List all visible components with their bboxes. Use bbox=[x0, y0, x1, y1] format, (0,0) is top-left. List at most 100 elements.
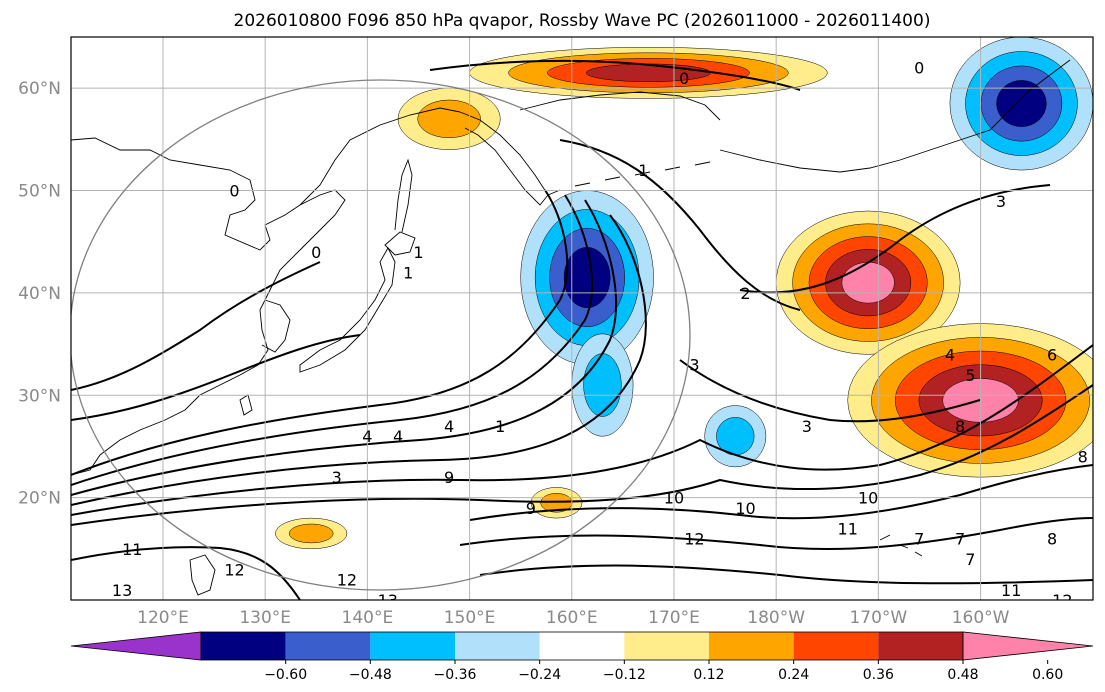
contour-label: 0 bbox=[311, 243, 321, 262]
colorbar-tick-labels: −0.60 −0.48 −0.36 −0.24 −0.12 0.12 0.24 0.36 0.4… bbox=[264, 660, 1063, 683]
contour-label: 13 bbox=[378, 591, 398, 610]
colorbar-swatch bbox=[455, 632, 540, 660]
colorbar-tick-label: 0.24 bbox=[778, 667, 809, 683]
contour-label: 0 bbox=[914, 59, 924, 78]
contour-label: 4 bbox=[444, 417, 454, 436]
contour-jet-6 bbox=[71, 384, 1093, 526]
contour-subtropic-2 bbox=[459, 517, 1093, 550]
coast-asia-mainland bbox=[71, 137, 346, 476]
x-axis-tick-labels: 120°E 130°E 140°E 150°E 160°E 170°E 180°W 170°W… bbox=[137, 608, 1010, 628]
coast-hokkaido bbox=[384, 231, 416, 256]
contour-label: 7 bbox=[955, 530, 965, 549]
anomaly-band bbox=[841, 261, 895, 304]
x-tick-label: 120°E bbox=[137, 608, 189, 628]
contour-label: 5 bbox=[965, 366, 975, 385]
anomaly-japan-trough-negative bbox=[520, 190, 654, 365]
colorbar bbox=[70, 631, 1094, 661]
colorbar-tick-label: −0.48 bbox=[349, 667, 392, 683]
colorbar-swatch bbox=[539, 632, 625, 660]
colorbar-tick-label: −0.60 bbox=[264, 667, 307, 683]
contour-jet-3 bbox=[71, 199, 617, 496]
anomaly-central-pacific-positive bbox=[775, 210, 961, 355]
contour-label: 10 bbox=[664, 489, 684, 508]
contour-label: 4 bbox=[945, 345, 955, 364]
contour-subtropic-1 bbox=[469, 464, 1093, 521]
colorbar-frame bbox=[200, 631, 964, 661]
colorbar-tick-label: 0.12 bbox=[693, 667, 724, 683]
coastlines bbox=[71, 59, 1071, 596]
colorbar-tick-label: −0.24 bbox=[518, 667, 561, 683]
colorbar-extend-high bbox=[962, 631, 1094, 661]
contour-west-2 bbox=[71, 334, 361, 421]
contour-label: 8 bbox=[1078, 448, 1088, 467]
contour-jet-4 bbox=[71, 214, 647, 506]
x-tick-label: 160°W bbox=[952, 608, 1010, 628]
contour-label: 1 bbox=[413, 243, 423, 262]
contour-north-1 bbox=[429, 59, 801, 91]
colorbar-tick-label: −0.36 bbox=[434, 667, 477, 683]
map-frame bbox=[70, 36, 1094, 601]
anomaly-band bbox=[417, 99, 481, 139]
contour-subtropic-3 bbox=[479, 564, 1093, 585]
contour-label: 12 bbox=[684, 530, 704, 549]
contour-north-2 bbox=[559, 139, 801, 311]
anomaly-aleutian-negative bbox=[949, 37, 1093, 171]
colorbar-swatch bbox=[878, 632, 963, 660]
colorbar-swatch bbox=[709, 632, 794, 660]
colorbar-swatch bbox=[370, 632, 455, 660]
contour-label: 8 bbox=[955, 417, 965, 436]
contour-label: 1 bbox=[638, 161, 648, 180]
coast-siberia-north bbox=[519, 91, 721, 121]
anomaly-band bbox=[583, 353, 622, 417]
colorbar-tick-label: 0.36 bbox=[863, 667, 894, 683]
contour-label: 3 bbox=[996, 192, 1006, 211]
contour-label: 9 bbox=[444, 468, 454, 487]
contour-label: 11 bbox=[122, 540, 142, 559]
x-tick-label: 170°E bbox=[648, 608, 700, 628]
contour-label: 2 bbox=[740, 284, 750, 303]
contour-label: 11 bbox=[838, 519, 858, 538]
x-tick-label: 140°E bbox=[342, 608, 394, 628]
x-tick-label: 160°E bbox=[546, 608, 598, 628]
contour-jet-5 bbox=[71, 344, 1093, 516]
colorbar-swatch bbox=[285, 632, 371, 660]
contour-north-4 bbox=[679, 359, 981, 423]
contour-north-3 bbox=[739, 184, 1051, 294]
contour-label: 13 bbox=[112, 581, 132, 600]
anomaly-band bbox=[288, 523, 334, 544]
contour-label: 12 bbox=[337, 571, 357, 590]
anomaly-east-pacific-negative-strip bbox=[571, 333, 634, 437]
contour-label: 1 bbox=[403, 263, 413, 282]
contour-label: 3 bbox=[332, 468, 342, 487]
x-tick-label: 150°E bbox=[444, 608, 496, 628]
contour-label: 12 bbox=[1052, 591, 1072, 610]
coast-philippines bbox=[189, 554, 216, 596]
colorbar-swatch bbox=[624, 632, 709, 660]
contour-label: 3 bbox=[802, 417, 812, 436]
coast-alaska-peninsula bbox=[719, 59, 1071, 173]
contour-label: 0 bbox=[679, 69, 689, 88]
contour-label: 11 bbox=[1001, 581, 1021, 600]
y-tick-label: 50°N bbox=[18, 182, 61, 202]
anomaly-kamchatka-positive bbox=[397, 87, 501, 150]
contour-south-loop bbox=[71, 546, 301, 600]
projection-boundary-ellipse bbox=[71, 79, 691, 591]
contour-label: 9 bbox=[526, 499, 536, 518]
contour-west-1 bbox=[71, 261, 321, 391]
contour-lines bbox=[71, 59, 1093, 600]
contour-label: 1 bbox=[495, 417, 505, 436]
contour-label: 6 bbox=[1047, 345, 1057, 364]
anomaly-dateline-negative bbox=[704, 405, 767, 468]
colorbar-tick-label: 0.60 bbox=[1032, 667, 1063, 683]
contour-label: 10 bbox=[735, 499, 755, 518]
lat-lon-gridlines bbox=[71, 37, 1093, 600]
coast-kamchatka bbox=[459, 111, 549, 206]
anomaly-band bbox=[585, 63, 711, 82]
coast-korea bbox=[261, 299, 291, 353]
contour-label: 10 bbox=[858, 489, 878, 508]
chart-title: 2026010800 F096 850 hPa qvapor, Rossby W… bbox=[234, 11, 931, 31]
y-tick-label: 60°N bbox=[18, 79, 61, 99]
y-tick-label: 30°N bbox=[18, 386, 61, 406]
y-tick-label: 40°N bbox=[18, 284, 61, 304]
